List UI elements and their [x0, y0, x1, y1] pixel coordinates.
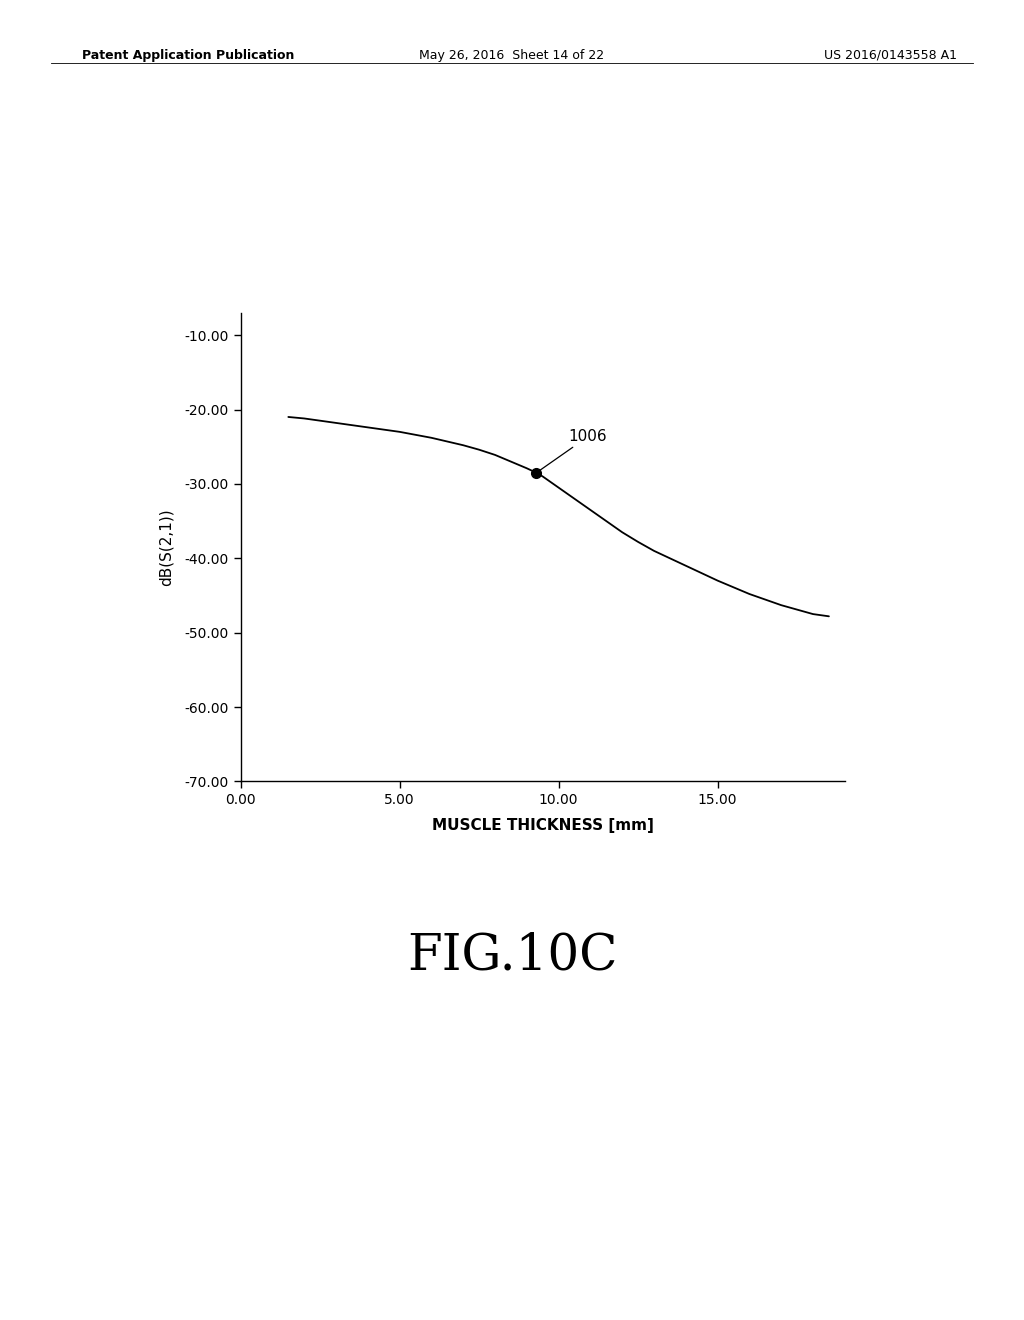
Text: 1006: 1006 [540, 429, 607, 470]
Text: May 26, 2016  Sheet 14 of 22: May 26, 2016 Sheet 14 of 22 [420, 49, 604, 62]
Y-axis label: dB(S(2,1)): dB(S(2,1)) [159, 508, 173, 586]
Text: FIG.10C: FIG.10C [407, 931, 617, 979]
Text: US 2016/0143558 A1: US 2016/0143558 A1 [824, 49, 957, 62]
X-axis label: MUSCLE THICKNESS [mm]: MUSCLE THICKNESS [mm] [432, 818, 653, 833]
Text: Patent Application Publication: Patent Application Publication [82, 49, 294, 62]
